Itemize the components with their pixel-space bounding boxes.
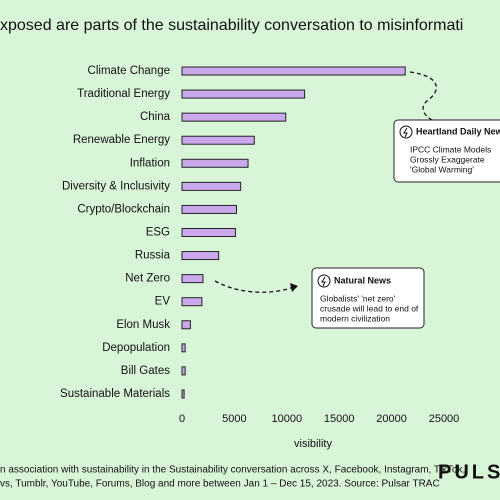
y-tick-label: ESG <box>146 227 170 239</box>
bar <box>181 66 406 76</box>
annotation-text: Grossly Exaggerate <box>410 154 485 164</box>
bar <box>181 204 237 214</box>
annotation-text: Globalists' 'net zero' <box>320 293 396 303</box>
annotation-arrow <box>409 71 438 121</box>
annotation-text: IPCC Climate Models <box>410 144 491 154</box>
logo: PULSA <box>438 461 500 483</box>
y-tick-label: Russia <box>135 250 171 262</box>
bar <box>181 181 242 191</box>
bar <box>181 158 249 168</box>
footnote: vs, Tumblr, YouTube, Forums, Blog and mo… <box>0 479 440 490</box>
x-axis-label: visibility <box>294 438 332 450</box>
y-tick-label: Inflation <box>130 157 170 169</box>
annotation: Natural News Globalists' 'net zero' crus… <box>311 267 425 329</box>
y-tick-label: Bill Gates <box>121 365 170 377</box>
annotation-text: 'Global Warming' <box>410 164 474 174</box>
bar <box>181 389 185 399</box>
annotation-arrow <box>214 280 297 293</box>
y-tick-label: Diversity & Inclusivity <box>62 180 170 192</box>
x-tick-label: 15000 <box>324 413 355 425</box>
y-tick-label: Renewable Energy <box>73 134 170 146</box>
annotation: Heartland Daily News IPCC Climate Models… <box>393 119 500 183</box>
annotation-text: modern civilization <box>320 313 390 323</box>
annotation-box <box>311 267 425 329</box>
icon <box>403 127 408 138</box>
y-tick-label: Traditional Energy <box>77 88 170 100</box>
bar <box>181 297 203 307</box>
icon <box>399 125 413 139</box>
bar <box>181 227 236 237</box>
y-tick-label: EV <box>155 296 171 308</box>
bar <box>181 112 287 122</box>
annotation-source: Natural News <box>334 275 391 285</box>
chart-title: xposed are parts of the sustainability c… <box>0 17 463 34</box>
icon <box>317 274 331 288</box>
y-tick-label: Sustainable Materials <box>60 388 170 400</box>
annotation-box <box>393 119 500 183</box>
bar <box>181 343 186 353</box>
y-tick-label: Climate Change <box>88 65 170 77</box>
footnote: n association with sustainability in the… <box>0 465 465 476</box>
bar <box>181 320 191 330</box>
x-tick-label: 0 <box>179 413 185 425</box>
y-tick-label: Depopulation <box>102 342 170 354</box>
annotation-source: Heartland Daily News <box>416 126 500 136</box>
icon <box>321 276 326 287</box>
bar <box>181 274 204 284</box>
bar <box>181 89 306 99</box>
arrow-head <box>290 283 298 292</box>
x-tick-label: 25000 <box>429 413 460 425</box>
y-tick-label: China <box>140 111 171 123</box>
y-tick-label: Net Zero <box>125 273 170 285</box>
bar <box>181 135 255 145</box>
y-tick-label: Elon Musk <box>116 319 170 331</box>
x-tick-label: 20000 <box>376 413 407 425</box>
x-tick-label: 5000 <box>222 413 246 425</box>
annotation-text: crusade will lead to end of <box>320 303 419 313</box>
x-tick-label: 10000 <box>272 413 303 425</box>
y-tick-label: Crypto/Blockchain <box>77 203 170 215</box>
bar <box>181 251 220 261</box>
bar <box>181 366 186 376</box>
